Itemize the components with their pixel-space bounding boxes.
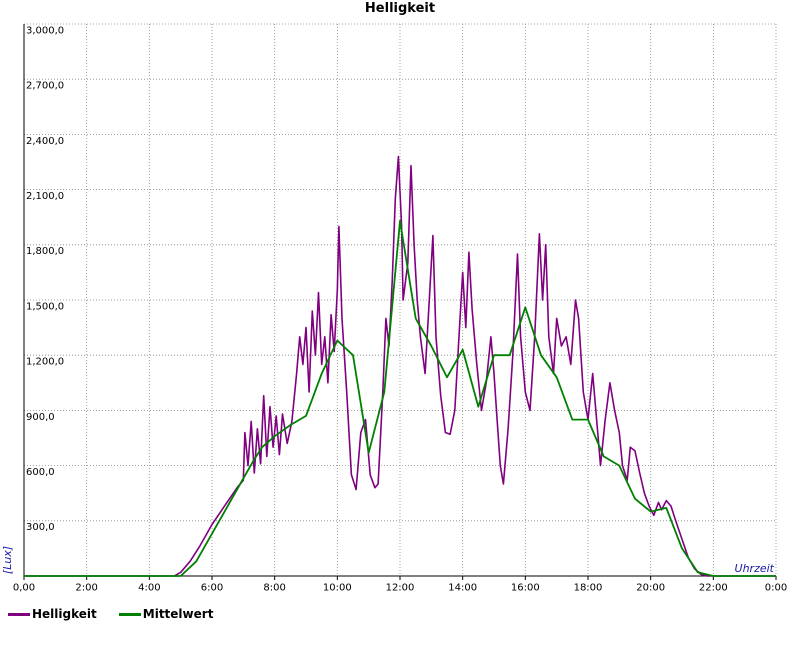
series-line-mittelwert (24, 220, 776, 577)
x-tick-label: 18:00 (574, 582, 603, 593)
x-tick-label: 0:00 (765, 582, 787, 593)
y-tick-label: 900,0 (26, 412, 55, 423)
x-tick-label: 22:00 (699, 582, 728, 593)
legend-swatch-mittelwert (118, 612, 141, 616)
y-tick-label: 1,200,0 (26, 357, 64, 368)
x-tick-label: 20:00 (636, 582, 665, 593)
legend-swatch-helligkeit (8, 612, 30, 616)
series-layer (24, 155, 776, 577)
legend-label-helligkeit: Helligkeit (32, 607, 97, 621)
x-tick-label: 0,00 (13, 582, 35, 593)
series-line-helligkeit (24, 155, 776, 577)
legend-item-mittelwert: Mittelwert (118, 607, 214, 621)
y-tick-label: 1,500,0 (26, 301, 64, 312)
y-tick-label: 2,400,0 (26, 136, 64, 147)
chart-title: Helligkeit (365, 1, 435, 16)
y-tick-label: 2,700,0 (26, 81, 64, 92)
legend: Helligkeit Mittelwert (8, 607, 213, 621)
legend-label-mittelwert: Mittelwert (142, 607, 214, 621)
legend-item-helligkeit: Helligkeit (8, 607, 97, 621)
y-tick-label: 3,000,0 (26, 25, 64, 36)
y-tick-label: 600,0 (26, 467, 55, 478)
y-tick-label: 1,800,0 (26, 246, 64, 257)
y-tick-label: 2,100,0 (26, 191, 64, 202)
y-axis-label: [Lux] (1, 546, 14, 574)
y-tick-label: 300,0 (26, 522, 55, 533)
x-tick-label: 8:00 (263, 582, 285, 593)
x-tick-label: 14:00 (448, 582, 477, 593)
x-tick-label: 10:00 (323, 582, 352, 593)
x-tick-label: 4:00 (138, 582, 160, 593)
x-tick-labels: 0,00 2:00 4:00 6:00 8:00 10:00 12:00 14:00 16:00… (13, 576, 787, 593)
x-tick-label: 2:00 (75, 582, 97, 593)
y-tick-labels: 300,0 600,0 900,0 1,200,0 1,500,0 1,800,0 2,10… (26, 25, 64, 533)
x-tick-label: 12:00 (386, 582, 415, 593)
x-tick-label: 16:00 (511, 582, 540, 593)
x-tick-label: 6:00 (201, 582, 223, 593)
x-axis-label: Uhrzeit (735, 562, 775, 575)
horizontal-gridlines (24, 23, 776, 522)
